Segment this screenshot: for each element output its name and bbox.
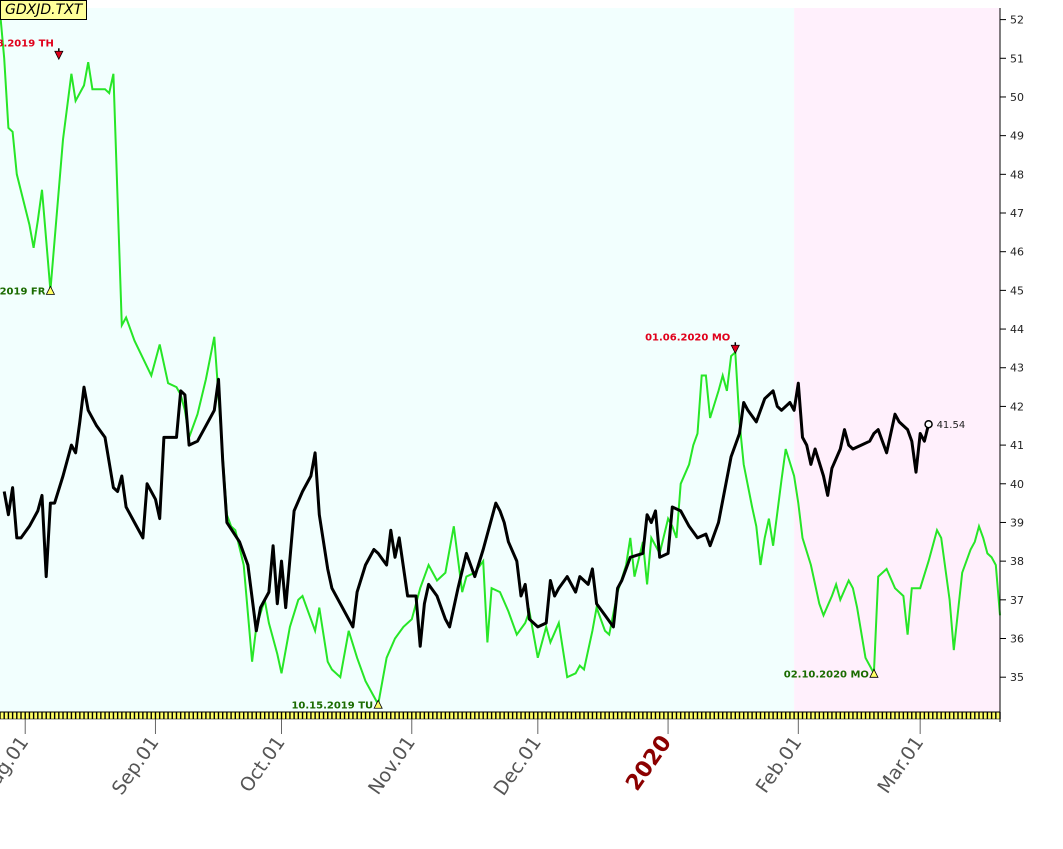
x-tick-label: Nov.01 xyxy=(364,732,420,799)
low-marker-arrow xyxy=(869,668,879,678)
low-marker-arrow xyxy=(45,285,56,295)
y-tick-label: 47 xyxy=(1010,207,1024,220)
high-annotation-label: 08.08.2019 TH xyxy=(0,38,54,49)
low-marker-arrow xyxy=(373,699,383,709)
y-tick-label: 50 xyxy=(1010,91,1024,104)
high-annotation-label: 01.06.2020 MO xyxy=(645,332,730,343)
y-tick-label: 41 xyxy=(1010,439,1024,452)
high-annotation: 01.06.2020 MO xyxy=(645,332,740,355)
low-annotation: 2.2019 FR xyxy=(0,285,56,297)
y-tick-label: 49 xyxy=(1010,130,1024,143)
y-tick-label: 36 xyxy=(1010,633,1024,646)
x-tick-label: Dec.01 xyxy=(489,732,545,799)
last-value-marker xyxy=(924,419,933,429)
low-annotation-label: 02.10.2020 MO xyxy=(784,669,869,680)
x-axis: Aug.01 Sep.01 Oct.01 Nov.01 Dec.01 2020 Feb.01… xyxy=(0,719,928,800)
x-tick-label: 2020 xyxy=(621,731,677,795)
x-tick-label: Aug.01 xyxy=(0,732,33,800)
low-annotation-label: 10.15.2019 TU xyxy=(291,700,373,711)
last-value-label: 41.54 xyxy=(937,420,966,431)
high-marker-arrow xyxy=(730,344,740,355)
main-series-line xyxy=(2,377,931,648)
y-tick-label: 42 xyxy=(1010,400,1024,413)
y-tick-label: 45 xyxy=(1010,284,1024,297)
date-strip-ticks xyxy=(0,711,1001,720)
low-annotation-label: 2.2019 FR xyxy=(0,286,46,297)
y-tick-label: 37 xyxy=(1010,594,1024,607)
annotations: 08.08.2019 TH 01.06.2020 MO 2.2019 FR 10.15… xyxy=(0,38,879,711)
file-title: GDXJD.TXT xyxy=(0,0,88,20)
y-tick-label: 52 xyxy=(1010,14,1024,27)
low-annotation: 02.10.2020 MO xyxy=(784,668,879,680)
y-tick-label: 44 xyxy=(1010,323,1024,336)
y-tick-label: 40 xyxy=(1010,478,1024,491)
high-annotation: 08.08.2019 TH xyxy=(0,38,64,61)
x-tick-label: Feb.01 xyxy=(752,732,807,797)
y-tick-label: 39 xyxy=(1010,516,1024,529)
x-tick-label: Sep.01 xyxy=(108,732,164,799)
y-tick-label: 51 xyxy=(1010,52,1024,65)
forecast-background xyxy=(794,8,1000,712)
high-marker-arrow xyxy=(54,50,64,61)
y-tick-label: 43 xyxy=(1010,362,1024,375)
low-annotation: 10.15.2019 TU xyxy=(291,699,383,711)
y-tick-label: 48 xyxy=(1010,168,1024,181)
y-tick-label: 38 xyxy=(1010,555,1024,568)
y-tick-label: 35 xyxy=(1010,671,1024,684)
x-tick-label: Mar.01 xyxy=(873,732,928,797)
x-tick-label: Oct.01 xyxy=(235,732,289,796)
history-background xyxy=(0,8,795,712)
y-tick-label: 46 xyxy=(1010,246,1024,259)
y-axis: 35 36 37 38 39 40 41 42 43 44 45 46 47 48 49 50 51 52 xyxy=(1000,14,1024,684)
